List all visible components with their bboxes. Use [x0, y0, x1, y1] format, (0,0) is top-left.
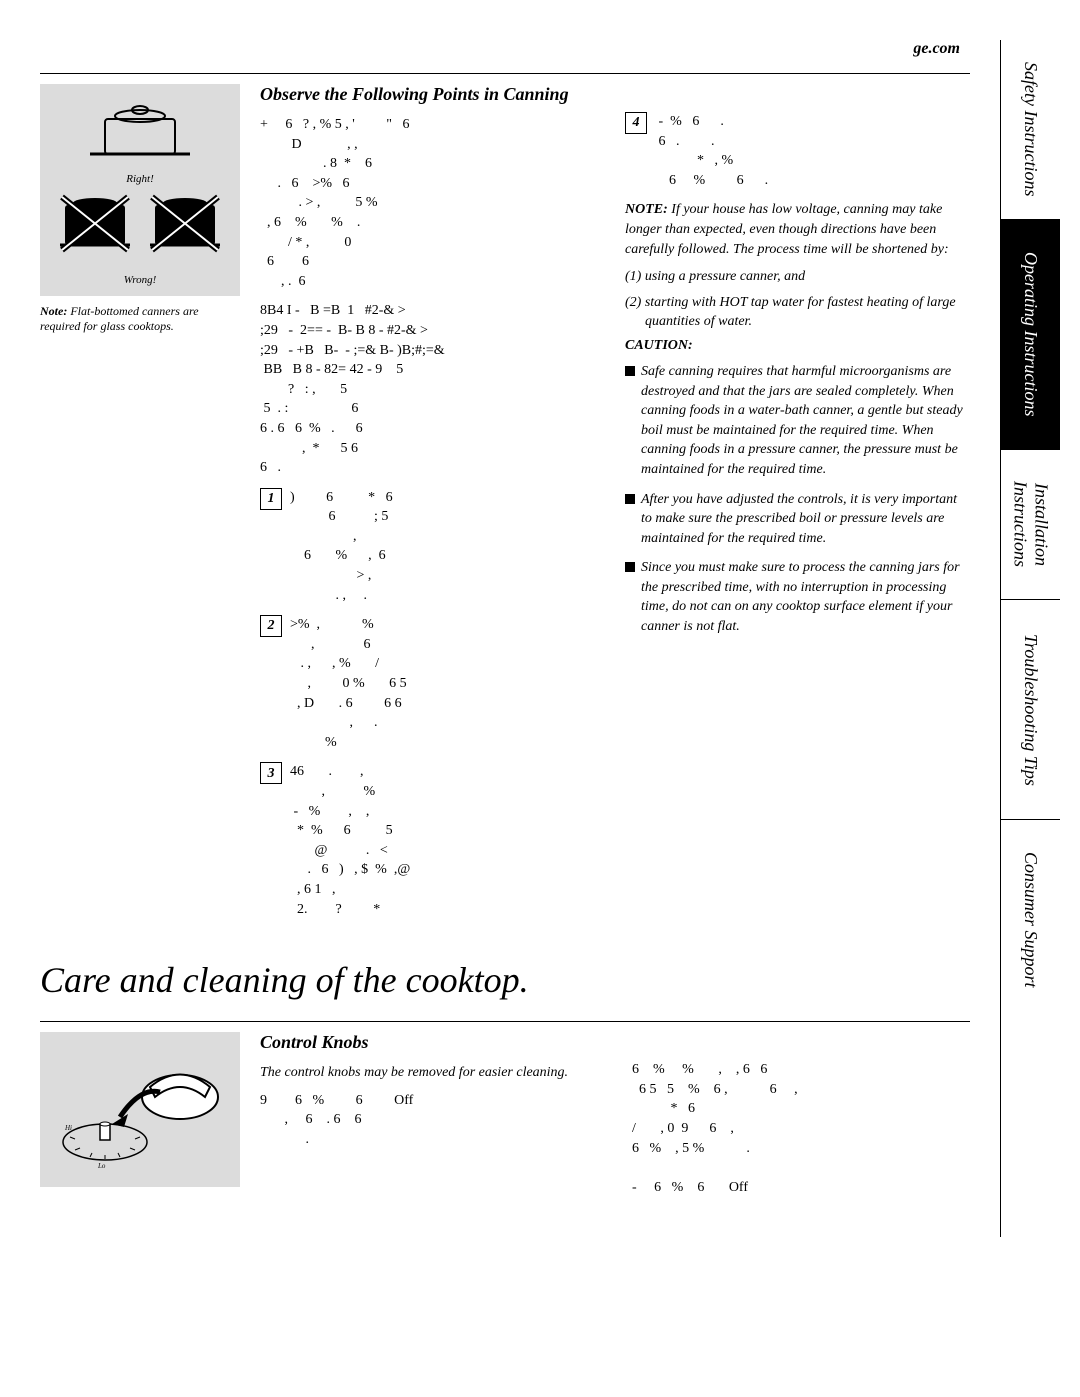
- canning-intro: + 6 ? , % 5 , ' " 6 D , , . 8 * 6 . 6 >%…: [260, 115, 605, 291]
- canning-columns: Observe the Following Points in Canning …: [260, 84, 970, 929]
- pot-right-icon: [70, 94, 210, 164]
- knobs-intro: The control knobs may be removed for eas…: [260, 1063, 605, 1083]
- tab-label: Consumer Support: [1020, 852, 1041, 988]
- tab-safety[interactable]: Safety Instructions: [1001, 40, 1060, 220]
- canning-step-2: 2 >% , % , 6 . , , % / , 0 % 6 5 , D . 6…: [260, 615, 605, 752]
- knob-illustration: Hi Lo: [40, 1032, 240, 1187]
- side-tabs: Safety Instructions Operating Instructio…: [1000, 40, 1060, 1237]
- bullet-icon: [625, 366, 635, 376]
- caution-label: CAUTION:: [625, 338, 970, 354]
- caution-text-2: After you have adjusted the controls, it…: [641, 490, 970, 549]
- pots-wrong-icon: [50, 185, 230, 265]
- canning-step-3: 3 46 . , , % - % , , * % 6 5 @ . < . 6 )…: [260, 762, 605, 919]
- step-text-1: ) 6 * 6 6 ; 5 , 6 % , 6 > , . , .: [290, 488, 605, 606]
- tab-consumer-support[interactable]: Consumer Support: [1001, 820, 1060, 1020]
- paren-2: (2) starting with HOT tap water for fast…: [625, 293, 970, 332]
- main-content: ge.com Right!: [40, 40, 1000, 1237]
- canning-right-col: 4 - % 6 . 6 . . * , % 6 % 6 . NOTE: If y…: [625, 84, 970, 929]
- note-body: If your house has low voltage, canning m…: [625, 202, 949, 256]
- knobs-section: Hi Lo Control Knobs The control knobs ma…: [40, 1032, 970, 1207]
- knobs-left-col: Control Knobs The control knobs may be r…: [260, 1032, 605, 1207]
- canner-note: Note: Flat-bottomed canners are required…: [40, 304, 240, 334]
- step-text-3: 46 . , , % - % , , * % 6 5 @ . < . 6 ) ,…: [290, 762, 605, 919]
- note-bold: Note:: [40, 304, 67, 318]
- tab-troubleshooting[interactable]: Troubleshooting Tips: [1001, 600, 1060, 820]
- knobs-columns: Control Knobs The control knobs may be r…: [260, 1032, 970, 1207]
- note-label: NOTE:: [625, 202, 668, 217]
- right-caption: Right!: [50, 173, 230, 185]
- canner-illustration: Right!: [40, 84, 240, 296]
- knobs-illustration-column: Hi Lo: [40, 1032, 240, 1207]
- caution-1: Safe canning requires that harmful micro…: [625, 362, 970, 480]
- canning-heading: Observe the Following Points in Canning: [260, 84, 605, 105]
- canning-step-4: 4 - % 6 . 6 . . * , % 6 % 6 .: [625, 112, 970, 190]
- svg-text:Hi: Hi: [64, 1124, 72, 1132]
- step-number-1: 1: [260, 488, 282, 510]
- bullet-icon: [625, 494, 635, 504]
- canning-section: Right!: [40, 84, 970, 929]
- bullet-icon: [625, 562, 635, 572]
- knobs-heading: Control Knobs: [260, 1032, 605, 1053]
- step-number-2: 2: [260, 615, 282, 637]
- tab-operating[interactable]: Operating Instructions: [1001, 220, 1060, 450]
- canning-step-1: 1 ) 6 * 6 6 ; 5 , 6 % , 6 > , . , .: [260, 488, 605, 606]
- tab-label: Safety Instructions: [1020, 62, 1041, 196]
- step-text-4: - % 6 . 6 . . * , % 6 % 6 .: [655, 112, 970, 190]
- divider: [40, 73, 970, 74]
- tab-label: Installation Instructions: [1010, 465, 1052, 584]
- knobs-right-col: 6 % % , , 6 6 6 5 5 % 6 , 6 , * 6 / , 0 …: [625, 1032, 970, 1207]
- caution-3: Since you must make sure to process the …: [625, 558, 970, 636]
- canning-illustration-column: Right!: [40, 84, 240, 929]
- canning-left-col: Observe the Following Points in Canning …: [260, 84, 605, 929]
- voltage-note: NOTE: If your house has low voltage, can…: [625, 200, 970, 259]
- step-text-2: >% , % , 6 . , , % / , 0 % 6 5 , D . 6 6…: [290, 615, 605, 752]
- canning-block2: 8B4 I - B =B 1 #2-& > ;29 - 2== - B- B 8…: [260, 301, 605, 477]
- knobs-right-text: 6 % % , , 6 6 6 5 5 % 6 , 6 , * 6 / , 0 …: [625, 1060, 970, 1197]
- tab-label: Troubleshooting Tips: [1020, 634, 1041, 786]
- paren-1: (1) using a pressure canner, and: [625, 267, 970, 287]
- divider: [40, 1021, 970, 1022]
- step-number-4: 4: [625, 112, 647, 134]
- wrong-caption: Wrong!: [50, 274, 230, 286]
- header-url: ge.com: [40, 40, 970, 58]
- caution-text-3: Since you must make sure to process the …: [641, 558, 970, 636]
- knobs-left-text: 9 6 % 6 Off , 6 . 6 6 .: [260, 1091, 605, 1150]
- tab-installation[interactable]: Installation Instructions: [1001, 450, 1060, 600]
- knob-removal-icon: Hi Lo: [50, 1042, 230, 1172]
- caution-2: After you have adjusted the controls, it…: [625, 490, 970, 549]
- caution-text-1: Safe canning requires that harmful micro…: [641, 362, 970, 480]
- svg-text:Lo: Lo: [97, 1162, 106, 1170]
- cleaning-title: Care and cleaning of the cooktop.: [40, 959, 970, 1001]
- page-wrapper: ge.com Right!: [40, 40, 1060, 1237]
- tab-label: Operating Instructions: [1020, 252, 1041, 417]
- step-number-3: 3: [260, 762, 282, 784]
